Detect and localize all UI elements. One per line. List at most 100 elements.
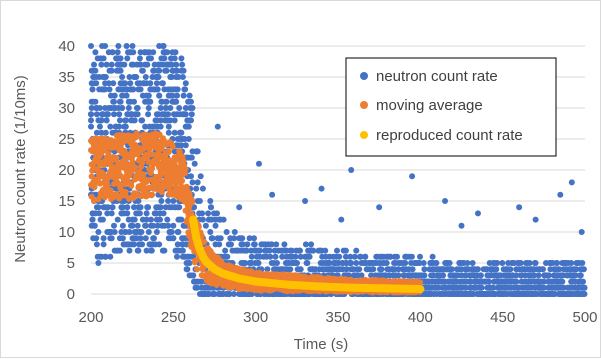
data-point [130, 49, 137, 56]
data-point [231, 291, 237, 297]
data-point [161, 55, 168, 62]
data-point [421, 266, 428, 273]
data-point [108, 61, 115, 68]
series-reproduced-count-rate [189, 215, 425, 294]
data-point [186, 260, 193, 266]
data-point [136, 55, 143, 62]
data-point [310, 247, 317, 254]
data-point [284, 280, 293, 289]
data-point [93, 235, 100, 242]
data-point [96, 123, 103, 130]
data-point [113, 190, 120, 197]
data-point [573, 266, 580, 273]
y-tick-label: 10 [58, 224, 75, 241]
data-point [119, 74, 126, 80]
data-point [264, 266, 271, 273]
data-point [113, 154, 120, 161]
data-point [186, 92, 193, 99]
data-point [145, 111, 152, 118]
data-point [581, 284, 588, 291]
data-point [535, 272, 542, 279]
data-point [287, 266, 294, 273]
data-point [92, 67, 99, 74]
data-point [294, 260, 300, 266]
data-point [178, 129, 185, 136]
data-point [122, 117, 129, 124]
data-point [182, 111, 189, 118]
data-point [556, 266, 563, 273]
data-point [220, 216, 227, 223]
data-point [111, 92, 118, 99]
data-point [102, 74, 109, 80]
data-point [356, 266, 363, 273]
data-point [540, 278, 547, 285]
data-point [231, 235, 237, 242]
data-point [195, 245, 204, 254]
axis-ticks: 0 5 10 15 20 25 30 35 40 200 250 300 350 400 450 500 [58, 38, 597, 326]
data-point [154, 86, 161, 93]
data-point [297, 266, 304, 273]
data-point [142, 222, 149, 229]
data-point [272, 253, 279, 260]
data-point [107, 187, 114, 194]
data-point [189, 179, 196, 186]
data-point [93, 80, 100, 87]
data-point [572, 272, 579, 279]
data-point [125, 105, 132, 111]
data-point [217, 235, 224, 242]
data-point [308, 241, 315, 248]
data-point [137, 61, 144, 68]
data-point [194, 266, 200, 273]
data-point [170, 235, 177, 242]
data-point [95, 229, 102, 235]
data-point [336, 253, 343, 260]
data-point [100, 235, 107, 242]
data-point [251, 241, 258, 248]
data-point [182, 142, 189, 149]
data-point [88, 111, 94, 118]
data-point [131, 98, 137, 105]
data-point [143, 247, 150, 254]
data-point [168, 229, 175, 235]
data-point [214, 210, 220, 217]
data-point [442, 198, 449, 204]
data-point [440, 272, 446, 279]
data-point [383, 260, 390, 266]
data-point [256, 247, 263, 254]
data-point [137, 235, 144, 242]
data-point [180, 92, 187, 99]
data-point [281, 241, 288, 248]
data-point [274, 260, 280, 266]
data-point [164, 216, 171, 223]
data-point [93, 111, 100, 118]
data-point [517, 260, 524, 266]
data-point [165, 129, 172, 136]
data-point [119, 105, 126, 111]
data-point [201, 239, 207, 246]
data-point [126, 74, 133, 80]
data-point [140, 171, 147, 178]
data-point [104, 210, 111, 217]
data-point [157, 117, 164, 124]
data-point [202, 222, 209, 229]
data-point [98, 129, 105, 136]
data-point [198, 278, 205, 285]
data-point [157, 204, 164, 211]
data-point [493, 266, 500, 273]
data-point [88, 43, 94, 49]
data-point [387, 253, 394, 260]
data-point [362, 253, 369, 260]
data-point [114, 49, 121, 56]
data-point [408, 253, 415, 260]
data-point [121, 61, 128, 68]
data-point [147, 98, 154, 105]
data-point [568, 260, 575, 266]
data-point [395, 272, 402, 279]
data-point [188, 111, 195, 118]
data-point [96, 210, 103, 217]
data-point [106, 86, 113, 93]
data-point [88, 105, 95, 111]
data-point [165, 198, 172, 204]
data-point [343, 266, 350, 273]
